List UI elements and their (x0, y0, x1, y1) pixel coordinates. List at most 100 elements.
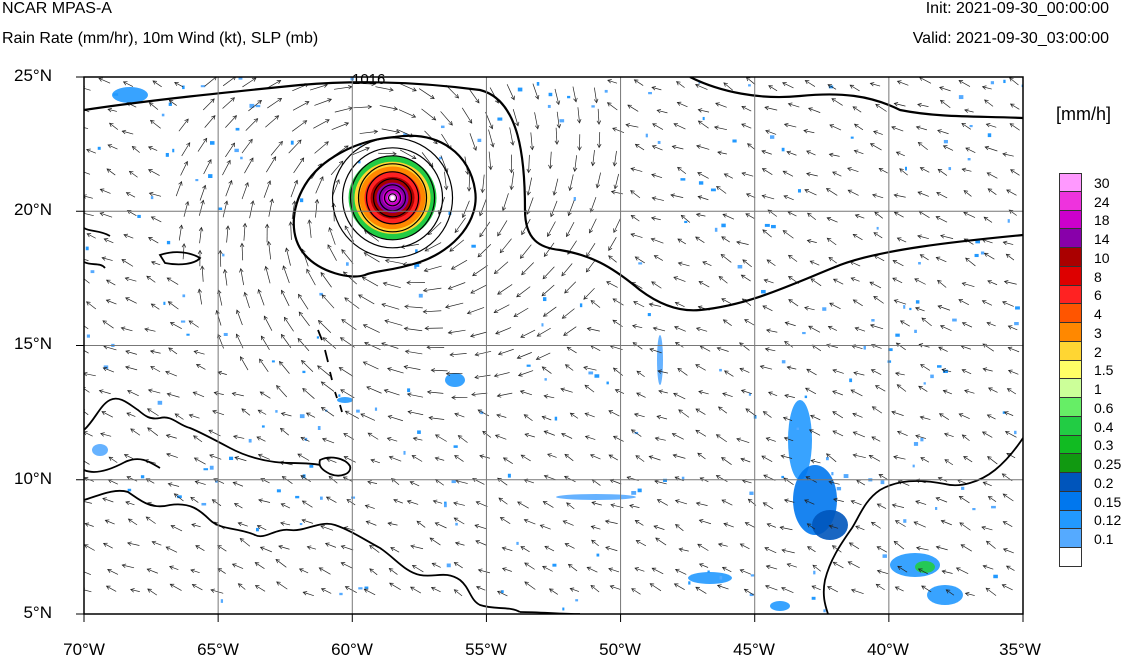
wind-arrow (300, 436, 310, 442)
wind-arrow (961, 122, 971, 130)
wind-arrow (964, 389, 975, 394)
wind-arrow (306, 545, 317, 550)
wind-arrow (210, 588, 224, 594)
wind-arrow (190, 496, 199, 503)
wind-arrow (589, 454, 601, 460)
wind-arrow (762, 305, 773, 312)
wind-arrow (430, 586, 441, 593)
wind-arrow (320, 406, 335, 417)
wind-arrow (99, 188, 111, 194)
wind-arrow (100, 432, 112, 437)
wind-arrow (543, 394, 555, 399)
wind-arrow (676, 101, 688, 108)
wind-arrow (786, 365, 797, 370)
wind-arrow (982, 481, 992, 487)
wind-arrow (257, 288, 265, 306)
wind-arrow (327, 244, 337, 261)
wind-arrow (84, 522, 94, 527)
rain-speck (415, 249, 418, 254)
wind-arrow (849, 84, 860, 92)
wind-arrow (370, 458, 380, 464)
wind-arrow (517, 501, 529, 509)
wind-arrow (107, 144, 118, 150)
wind-arrow (497, 348, 514, 356)
wind-arrow (457, 435, 468, 443)
rain-patch (112, 87, 148, 103)
wind-arrow (406, 392, 424, 398)
wind-arrow (280, 289, 290, 307)
colorbar-cell (1059, 379, 1082, 398)
colorbar-cell (1059, 191, 1082, 211)
wind-arrow (131, 145, 140, 153)
rain-speck (904, 166, 907, 171)
wind-arrow (810, 459, 821, 464)
wind-arrow (586, 326, 600, 332)
wind-arrow (293, 157, 305, 174)
wind-arrow (764, 105, 778, 111)
wind-arrow (276, 581, 288, 590)
isobar-eye-contour (365, 171, 420, 225)
wind-arrow (146, 568, 158, 574)
wind-arrow (826, 453, 837, 463)
rain-speck (223, 332, 228, 337)
wind-arrow (634, 567, 645, 572)
colorbar-cell (1059, 360, 1082, 380)
wind-arrow (409, 481, 420, 487)
wind-arrow (169, 583, 182, 591)
rain-speck (903, 519, 907, 523)
wind-arrow (367, 432, 379, 440)
wind-arrow (248, 99, 262, 112)
wind-arrow (242, 77, 257, 88)
wind-arrow (149, 119, 161, 129)
wind-arrow (872, 193, 884, 199)
wind-arrow (520, 329, 536, 338)
wind-arrow (878, 168, 888, 174)
wind-arrow (257, 409, 267, 415)
wind-arrow (1005, 253, 1015, 261)
rain-speck (987, 133, 992, 138)
wind-arrow (899, 168, 908, 176)
wind-arrow (102, 320, 114, 329)
rain-speck (261, 425, 265, 428)
wind-arrow (655, 537, 667, 546)
wind-arrow (150, 216, 162, 223)
wind-arrow (123, 233, 134, 239)
wind-arrow (279, 427, 290, 436)
wind-arrow (612, 127, 625, 133)
wind-arrow (986, 414, 996, 420)
wind-arrow (424, 242, 442, 252)
rain-speck (688, 581, 691, 585)
wind-arrow (893, 299, 907, 305)
wind-arrow (854, 214, 865, 219)
wind-arrow (529, 132, 535, 151)
rain-speck (548, 92, 553, 97)
wind-arrow (868, 454, 881, 462)
wind-arrow (806, 523, 816, 530)
wind-arrow (532, 83, 540, 100)
rain-speck (559, 119, 565, 123)
wind-arrow (850, 389, 863, 397)
wind-arrow (288, 139, 302, 154)
colorbar-level-label: 0.6 (1094, 399, 1114, 416)
rain-speck (180, 320, 186, 323)
rain-speck (480, 411, 484, 415)
rain-speck (596, 553, 600, 557)
wind-arrow (166, 452, 178, 458)
wind-arrow (675, 524, 684, 532)
wind-arrow (426, 345, 445, 350)
wind-arrow (390, 547, 400, 553)
wind-arrow (761, 455, 773, 463)
rain-patch (657, 335, 663, 385)
wind-arrow (939, 99, 951, 109)
wind-arrow (764, 347, 776, 352)
wind-arrow (698, 390, 709, 395)
wind-arrow (716, 185, 727, 194)
wind-arrow (896, 384, 907, 392)
wind-arrow (191, 523, 201, 528)
wind-arrow (894, 586, 904, 592)
wind-arrow (434, 522, 447, 529)
wind-arrow (695, 236, 705, 243)
wind-arrow (175, 180, 183, 197)
wind-arrow (1002, 493, 1014, 502)
